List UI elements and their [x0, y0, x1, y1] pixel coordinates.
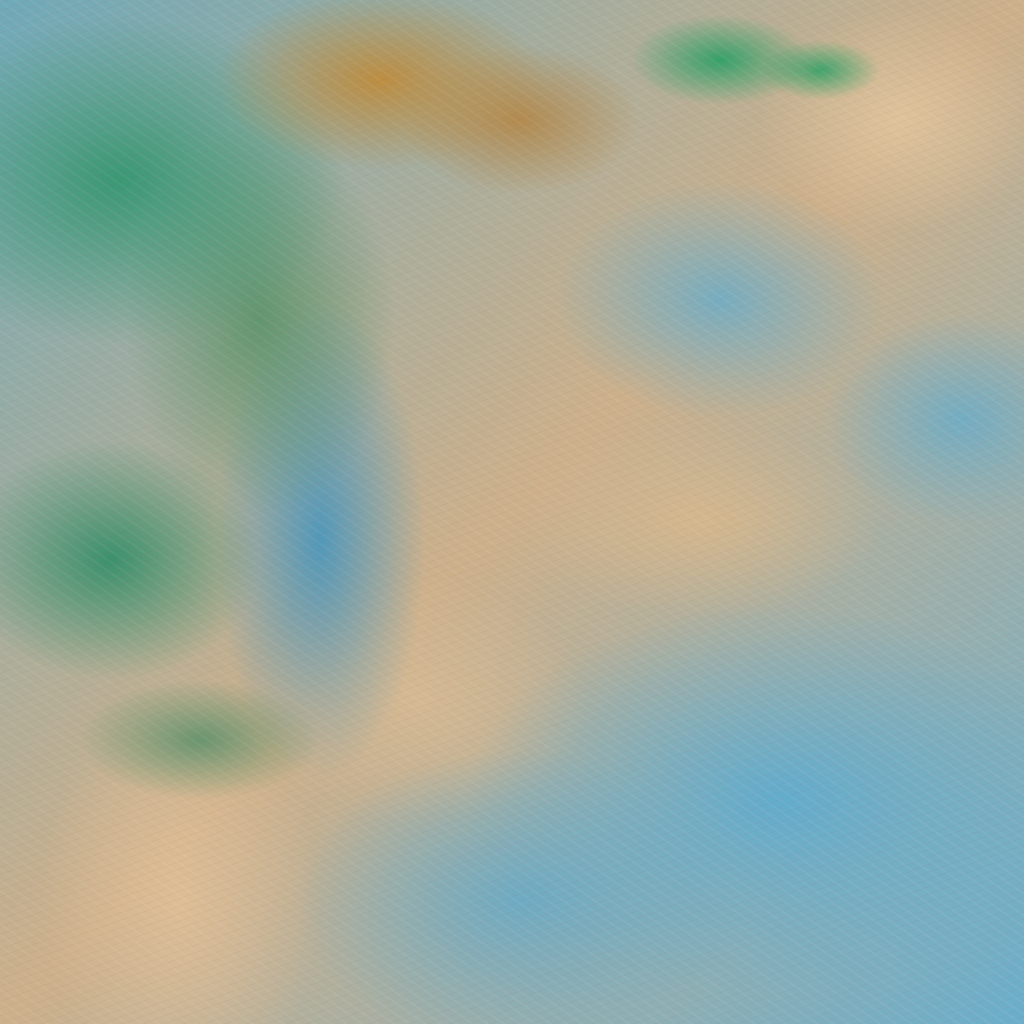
- satellite-image: [0, 0, 1024, 1024]
- cloud-texture-layer: [0, 0, 1024, 1024]
- terrain-layer: [0, 0, 1024, 1024]
